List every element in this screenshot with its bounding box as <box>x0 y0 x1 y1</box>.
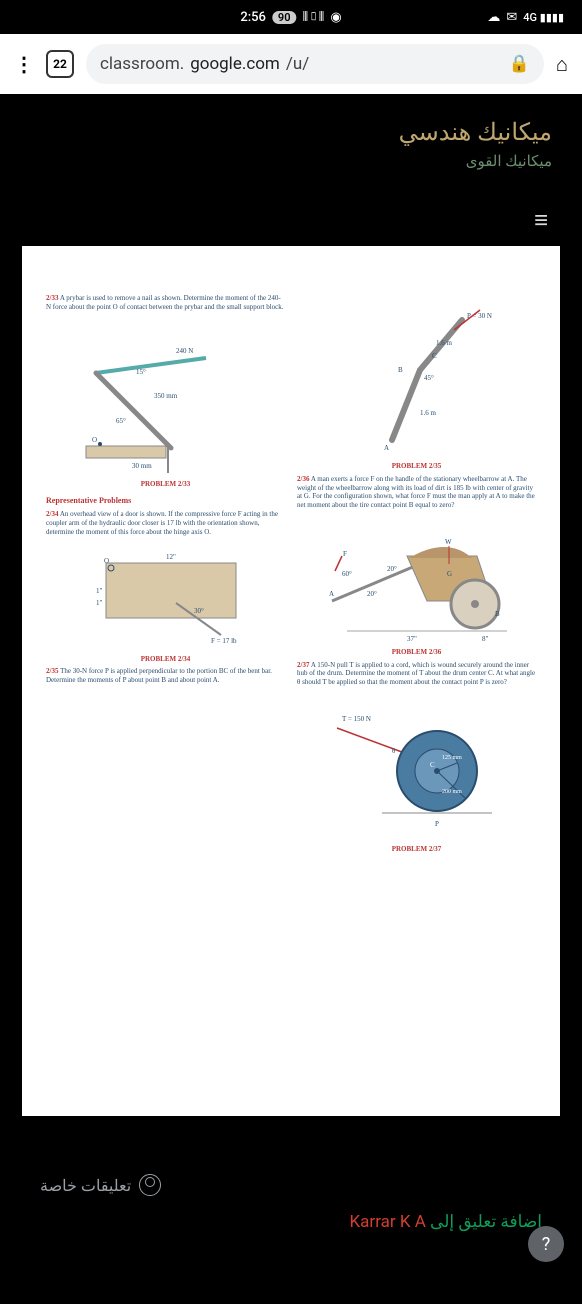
figure-235: P = 30 N C 1.6 m 45° B 1.6 m A PROBLEM 2… <box>297 300 536 471</box>
svg-text:125 mm: 125 mm <box>442 755 462 761</box>
svg-text:65°: 65° <box>116 417 126 425</box>
svg-text:F: F <box>343 550 347 558</box>
svg-text:O: O <box>104 557 109 565</box>
svg-text:W: W <box>445 538 452 546</box>
cloud-icon: ☁ <box>487 10 500 25</box>
svg-text:20°: 20° <box>367 590 377 598</box>
document-preview[interactable]: 2/33 A prybar is used to remove a nail a… <box>22 246 560 1116</box>
svg-text:G: G <box>447 570 452 578</box>
more-icon[interactable]: ⋮ <box>14 52 34 76</box>
svg-text:C: C <box>432 352 437 360</box>
problem-text: 2/37 A 150-N pull T is applied to a cord… <box>297 661 536 687</box>
svg-text:1.6 m: 1.6 m <box>436 339 453 347</box>
svg-text:P: P <box>435 820 439 828</box>
svg-text:12": 12" <box>166 553 176 561</box>
problem-text: 2/34 An overhead view of a door is shown… <box>46 510 285 536</box>
lock-icon: 🔒 <box>509 54 530 74</box>
tab-switcher[interactable]: 22 <box>46 50 74 78</box>
url-domain: google.com <box>190 54 280 74</box>
svg-text:O: O <box>92 436 97 444</box>
svg-text:15°: 15° <box>136 368 146 376</box>
mail-icon: ✉ <box>506 10 517 25</box>
home-icon[interactable]: ⌂ <box>556 52 568 77</box>
add-comment-link[interactable]: إضافة تعليق إلى Karrar K A <box>40 1212 542 1232</box>
signal-icon: 4G ▮▮▮▮ <box>523 11 564 24</box>
course-subtitle: ميكانيك القوى <box>0 152 552 170</box>
svg-text:B: B <box>495 610 500 618</box>
svg-text:8": 8" <box>482 635 489 643</box>
url-path: /u/ <box>286 54 309 74</box>
svg-text:350 mm: 350 mm <box>154 392 178 400</box>
svg-text:A: A <box>329 590 334 598</box>
section-title: Representative Problems <box>46 496 285 506</box>
svg-text:P = 30 N: P = 30 N <box>467 312 492 320</box>
problem-text: 2/36 A man exerts a force F on the handl… <box>297 475 536 510</box>
vibrate-icon: ⦀▯⦀ <box>302 10 324 25</box>
problem-text: 2/33 A prybar is used to remove a nail a… <box>46 294 285 312</box>
problem-text: 2/35 The 30-N force P is applied perpend… <box>46 667 285 685</box>
figure-233: 240 N 15° 350 mm 65° O 30 mm PROBLEM 2/3… <box>46 318 285 489</box>
svg-text:1": 1" <box>96 599 103 607</box>
svg-text:C: C <box>430 761 435 769</box>
figure-234: 12" O 30° F = 17 lb 1" 1" PROBLEM 2/34 <box>46 543 285 664</box>
clock: 2:56 <box>240 10 266 25</box>
svg-text:240 N: 240 N <box>176 347 193 355</box>
svg-text:1": 1" <box>96 587 103 595</box>
svg-text:A: A <box>384 444 389 452</box>
svg-text:F = 17 lb: F = 17 lb <box>211 637 237 645</box>
battery-pct: 90 <box>272 11 297 24</box>
svg-text:37": 37" <box>407 635 417 643</box>
figure-237: T = 150 N C 125 mm 200 mm P θ PROBLEM 2/… <box>297 693 536 854</box>
dnd-icon: ◉ <box>330 10 341 25</box>
svg-text:B: B <box>398 366 403 374</box>
svg-text:1.6 m: 1.6 m <box>420 409 437 417</box>
help-button[interactable]: ? <box>528 1226 564 1262</box>
svg-text:30 mm: 30 mm <box>132 462 152 470</box>
menu-icon[interactable]: ≡ <box>534 206 548 235</box>
address-bar[interactable]: classroom. google.com/u/ 🔒 <box>86 44 544 84</box>
svg-text:θ: θ <box>392 747 396 755</box>
course-title: ميكانيك هندسي <box>0 118 552 146</box>
figure-236: 60° A F G W 20° 20° 37" 8" <box>297 516 536 657</box>
svg-text:60°: 60° <box>342 570 352 578</box>
svg-text:30°: 30° <box>194 607 204 615</box>
url-prefix: classroom. <box>100 54 184 74</box>
svg-text:45°: 45° <box>424 374 434 382</box>
private-comments-header[interactable]: تعليقات خاصة <box>40 1174 542 1196</box>
person-icon <box>139 1174 161 1196</box>
svg-text:20°: 20° <box>387 565 397 573</box>
svg-text:T = 150 N: T = 150 N <box>342 715 371 723</box>
svg-text:200 mm: 200 mm <box>442 789 462 795</box>
